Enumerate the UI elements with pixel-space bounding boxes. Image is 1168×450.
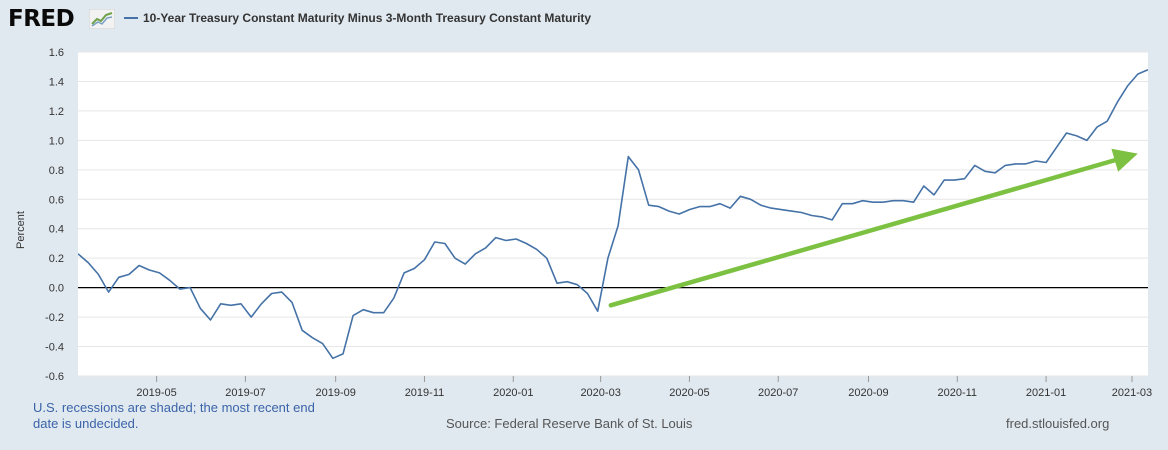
x-tick-label: 2019-11	[405, 387, 445, 399]
x-tick-label: 2020-09	[848, 387, 888, 399]
x-tick-label: 2021-01	[1026, 387, 1066, 399]
y-axis-title: Percent	[15, 211, 27, 249]
y-tick-label: 0.6	[49, 194, 64, 206]
x-axis-ticks: 2019-05 2019-07 2019-09 2019-11 2020-01 2020-…	[136, 376, 1152, 399]
chart: -0.6-0.4-0.20.00.20.40.60.81.01.21.41.6 …	[15, 47, 1152, 399]
x-tick-label: 2020-07	[758, 387, 798, 399]
y-tick-label: 0.0	[49, 283, 64, 295]
x-tick-label: 2020-03	[580, 387, 620, 399]
x-tick-label: 2020-05	[669, 387, 709, 399]
recession-note: U.S. recessions are shaded; the most rec…	[33, 400, 315, 431]
y-tick-label: 0.2	[49, 253, 64, 265]
x-tick-label: 2019-07	[225, 387, 265, 399]
y-tick-label: 1.6	[49, 47, 64, 59]
trend-graph-icon	[89, 9, 115, 29]
y-tick-label: 1.2	[49, 106, 64, 118]
x-tick-label: 2019-09	[315, 387, 355, 399]
y-tick-label: -0.2	[45, 312, 64, 324]
legend-swatch	[124, 17, 138, 19]
fred-logo[interactable]: FRED	[8, 6, 75, 32]
header: FRED 10-Year Treasury Constant Maturity …	[0, 0, 1168, 40]
arrow-head	[1111, 148, 1138, 172]
y-tick-label: 0.4	[49, 224, 64, 236]
x-tick-label: 2020-01	[493, 387, 533, 399]
series-line	[78, 68, 1148, 360]
y-axis-ticks: -0.6 -0.4 -0.2 0.0 0.2 0.4 0.6 0.8 1.0 1.2 1.4 1.6	[45, 47, 64, 383]
x-tick-label: 2020-11	[938, 387, 978, 399]
x-tick-label: 2019-05	[136, 387, 176, 399]
plot-area	[78, 52, 1148, 376]
y-tick-label: -0.6	[45, 371, 64, 383]
site-url[interactable]: fred.stlouisfed.org	[1006, 416, 1110, 431]
source-text: Source: Federal Reserve Bank of St. Loui…	[446, 416, 693, 431]
y-tick-label: 1.4	[49, 76, 64, 88]
arrow-shaft	[608, 158, 1117, 308]
y-tick-label: 0.8	[49, 165, 64, 177]
y-tick-label: -0.4	[45, 342, 64, 354]
x-tick-label: 2021-03	[1112, 387, 1152, 399]
trend-arrow	[608, 148, 1138, 308]
y-tick-label: 1.0	[49, 135, 64, 147]
legend-label[interactable]: 10-Year Treasury Constant Maturity Minus…	[143, 11, 592, 25]
